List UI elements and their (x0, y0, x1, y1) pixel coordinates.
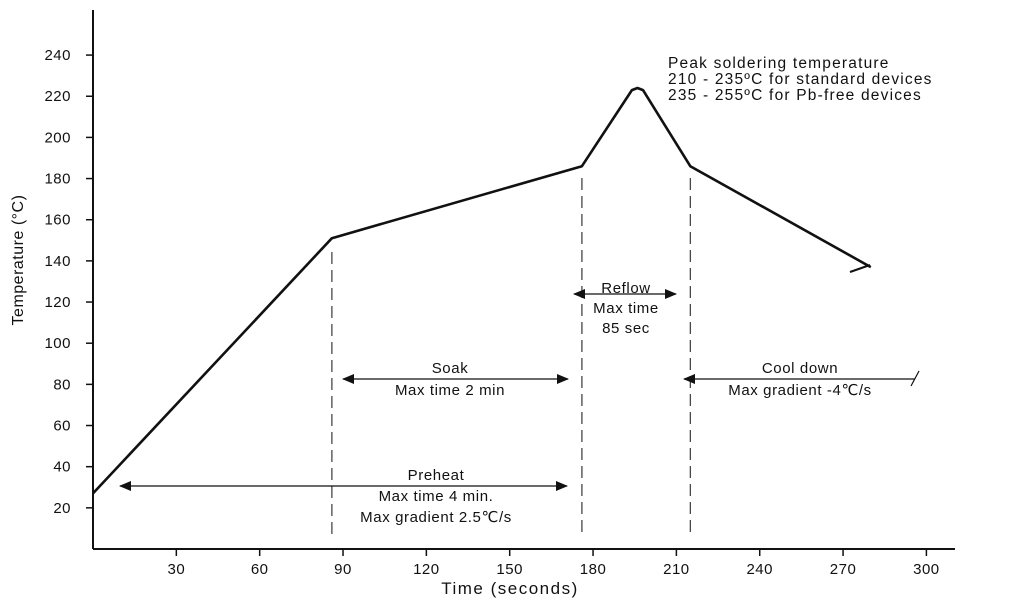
y-tick-label: 240 (44, 47, 71, 64)
y-tick-label: 100 (44, 335, 71, 352)
x-tick-label: 210 (663, 561, 690, 578)
y-tick-label: 40 (53, 459, 71, 476)
x-axis-ticks: 30 60 90 120 150 180 210 240 270 300 (167, 549, 939, 578)
preheat-annotation: Preheat Max time 4 min. Max gradient 2.5… (119, 467, 568, 526)
y-tick-label: 140 (44, 253, 71, 270)
reflow-annotation: Reflow Max time 85 sec (573, 280, 677, 337)
x-tick-label: 120 (413, 561, 440, 578)
axes (92, 10, 955, 550)
y-tick-label: 80 (53, 376, 71, 393)
y-axis-ticks: 20 40 60 80 100 120 140 160 180 200 220 240 (44, 47, 93, 517)
x-tick-label: 30 (167, 561, 185, 578)
preheat-gradient: Max gradient 2.5℃/s (360, 509, 512, 526)
cooldown-annotation: Cool down Max gradient -4℃/s (683, 360, 920, 399)
y-tick-label: 220 (44, 88, 71, 105)
y-tick-label: 20 (53, 500, 71, 517)
peak-line-1: Peak soldering temperature (668, 55, 890, 72)
x-tick-label: 180 (580, 561, 607, 578)
peak-line-2: 210 - 235ºC for standard devices (668, 71, 933, 88)
peak-annotation: Peak soldering temperature 210 - 235ºC f… (668, 55, 933, 104)
cooldown-gradient: Max gradient -4℃/s (728, 382, 872, 399)
x-tick-label: 240 (746, 561, 773, 578)
y-tick-label: 160 (44, 212, 71, 229)
x-axis-label: Time (seconds) (441, 579, 579, 598)
preheat-label: Preheat (408, 467, 465, 484)
cooldown-label: Cool down (762, 360, 838, 377)
cooldown-end-tick (849, 264, 871, 273)
reflow-duration: 85 sec (602, 320, 650, 337)
x-tick-label: 90 (334, 561, 352, 578)
y-tick-label: 120 (44, 294, 71, 311)
reflow-label: Reflow (601, 280, 650, 297)
y-tick-label: 200 (44, 129, 71, 146)
y-tick-label: 180 (44, 171, 71, 188)
x-tick-label: 300 (913, 561, 940, 578)
reflow-max-time: Max time (593, 300, 659, 317)
y-tick-label: 60 (53, 418, 71, 435)
phase-boundary-lines (331, 178, 691, 535)
peak-line-3: 235 - 255ºC for Pb-free devices (668, 87, 922, 104)
x-tick-label: 150 (496, 561, 523, 578)
x-tick-label: 270 (830, 561, 857, 578)
x-tick-label: 60 (251, 561, 269, 578)
soak-max-time: Max time 2 min (395, 382, 505, 399)
y-axis-label: Temperature (°C) (10, 195, 27, 326)
temperature-profile-line (92, 86, 872, 495)
cooldown-arrow-end-mark (910, 370, 920, 387)
soak-annotation: Soak Max time 2 min (342, 360, 569, 399)
soak-label: Soak (432, 360, 469, 377)
preheat-max-time: Max time 4 min. (379, 488, 494, 505)
